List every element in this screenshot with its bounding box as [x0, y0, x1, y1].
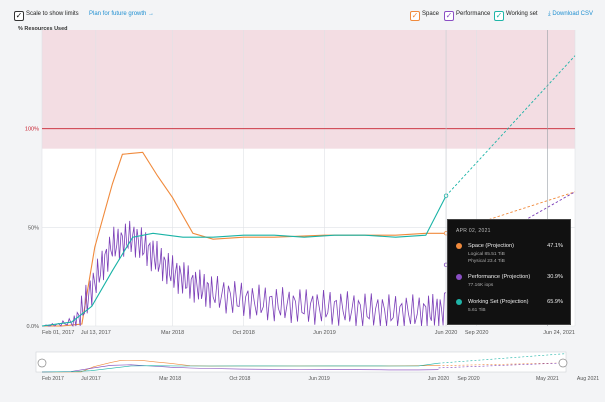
tooltip-performance-name: Performance (Projection)	[468, 274, 531, 280]
performance-legend-checkbox[interactable]: ✓	[444, 11, 454, 21]
y-tick-label: 50%	[28, 225, 39, 231]
x-tick-label: Oct 2018	[233, 330, 255, 336]
x-tick-label: Jun 2019	[313, 330, 336, 336]
scale-checkbox-label: Scale to show limits	[26, 11, 79, 17]
space-legend-label: Space	[422, 11, 440, 17]
scale-checkbox[interactable]: ✓	[14, 11, 24, 21]
working-set-dot-icon	[456, 299, 462, 305]
space-legend-checkbox[interactable]: ✓	[410, 11, 420, 21]
working-set-series-line	[41, 195, 447, 327]
navigator-tick-label: Oct 2018	[229, 376, 250, 382]
navigator-tick-label: May 2021	[536, 376, 559, 382]
projection-tooltip: APR 02, 2021 Space (Projection) 47.1% Lo…	[447, 219, 571, 325]
tooltip-working-set-value: 65.9%	[547, 299, 563, 305]
tooltip-space-logical: Logical 85.51 TiB	[468, 252, 505, 257]
navigator-tick-label: Jul 2017	[81, 376, 101, 382]
navigator-tick-label: Jun 2020	[428, 376, 449, 382]
navigator-left-handle[interactable]	[37, 358, 47, 368]
y-axis-title: % Resources Used	[18, 26, 68, 32]
working-set-projection-line	[445, 55, 576, 197]
tooltip-working-set-size: 5.61 TiB	[468, 308, 486, 313]
performance-dot-icon	[456, 274, 462, 280]
working-set-navigator-projection	[438, 353, 566, 364]
working-set-legend-checkbox[interactable]: ✓	[494, 11, 504, 21]
over-limit-band	[42, 30, 575, 149]
x-tick-label: Jun 24, 2021	[543, 330, 575, 336]
tooltip-date: APR 02, 2021	[456, 228, 491, 234]
working-set-legend-label: Working set	[506, 11, 538, 17]
x-tick-label: Sep 2020	[465, 330, 489, 336]
y-tick-label: 100%	[25, 127, 39, 133]
navigator-track[interactable]	[35, 351, 567, 373]
working-set-navigator-line	[41, 362, 439, 373]
performance-series-line	[42, 220, 447, 328]
navigator-tick-label: Sep 2020	[457, 376, 479, 382]
tooltip-performance-value: 30.9%	[547, 274, 563, 280]
navigator-tick-label: Aug 2021	[577, 376, 599, 382]
navigator-tick-label: Mar 2018	[159, 376, 181, 382]
chart-toolbar: ✓ Scale to show limits Plan for future g…	[0, 0, 605, 30]
plan-for-growth-link[interactable]: Plan for future growth →	[89, 11, 155, 17]
y-tick-label: 0.0%	[26, 324, 39, 330]
x-tick-label: Jul 13, 2017	[81, 330, 111, 336]
space-navigator-projection	[438, 362, 566, 366]
performance-navigator-projection	[438, 362, 566, 369]
x-tick-label: Feb 01, 2017	[42, 330, 74, 336]
navigator-right-handle[interactable]	[558, 358, 568, 368]
tooltip-performance-iops: 77.16K iops	[468, 283, 494, 288]
tooltip-space-name: Space (Projection)	[468, 243, 515, 249]
x-tick-label: Jun 2020	[435, 330, 458, 336]
performance-navigator-line	[41, 364, 439, 373]
performance-legend-label: Performance	[456, 11, 491, 17]
x-tick-label: Mar 2018	[161, 330, 184, 336]
navigator-tick-label: Jun 2019	[308, 376, 329, 382]
download-csv-button[interactable]: ⤓ Download CSV	[548, 11, 594, 17]
navigator-tick-label: Feb 2017	[42, 376, 64, 382]
tooltip-working-set-name: Working Set (Projection)	[468, 299, 529, 305]
tooltip-space-value: 47.1%	[547, 243, 563, 249]
tooltip-space-physical: Physical 23.4 TiB	[468, 259, 505, 264]
space-dot-icon	[456, 243, 462, 249]
